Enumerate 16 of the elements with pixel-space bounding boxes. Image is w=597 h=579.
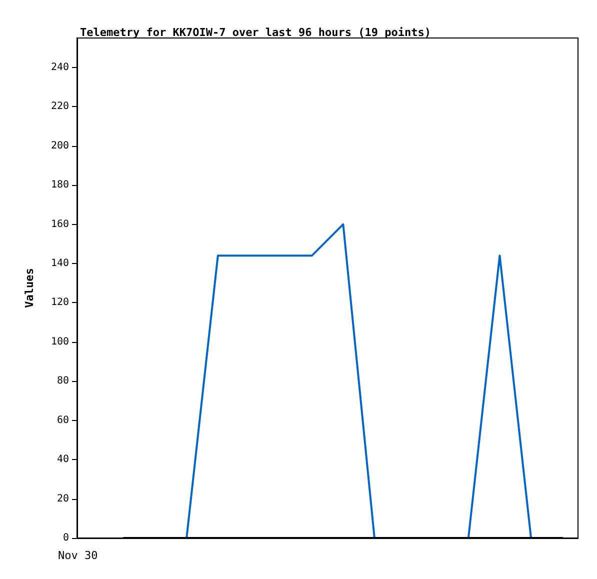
- text: Nov 30: [58, 549, 98, 562]
- y-tick-label: 160: [50, 218, 69, 230]
- y-tick-label: 80: [56, 376, 69, 387]
- y-tick-label: 200: [50, 140, 69, 152]
- y-tick-label: 140: [50, 258, 69, 269]
- y-axis-title: Values: [23, 268, 36, 308]
- y-tick-label: 120: [50, 297, 69, 308]
- y-tick-label: 180: [50, 180, 69, 191]
- y-tick-label: 40: [56, 454, 69, 466]
- y-tick-label: 220: [50, 101, 69, 112]
- y-tick-label: 0: [62, 532, 69, 544]
- y-tick-label: 240: [50, 62, 69, 73]
- y-tick-label: 60: [56, 414, 69, 426]
- y-tick-label: 100: [50, 336, 69, 348]
- chart-title: Telemetry for KK7OIW-7 over last 96 hours (19 points): [80, 26, 431, 39]
- y-tick-label: 20: [56, 493, 69, 504]
